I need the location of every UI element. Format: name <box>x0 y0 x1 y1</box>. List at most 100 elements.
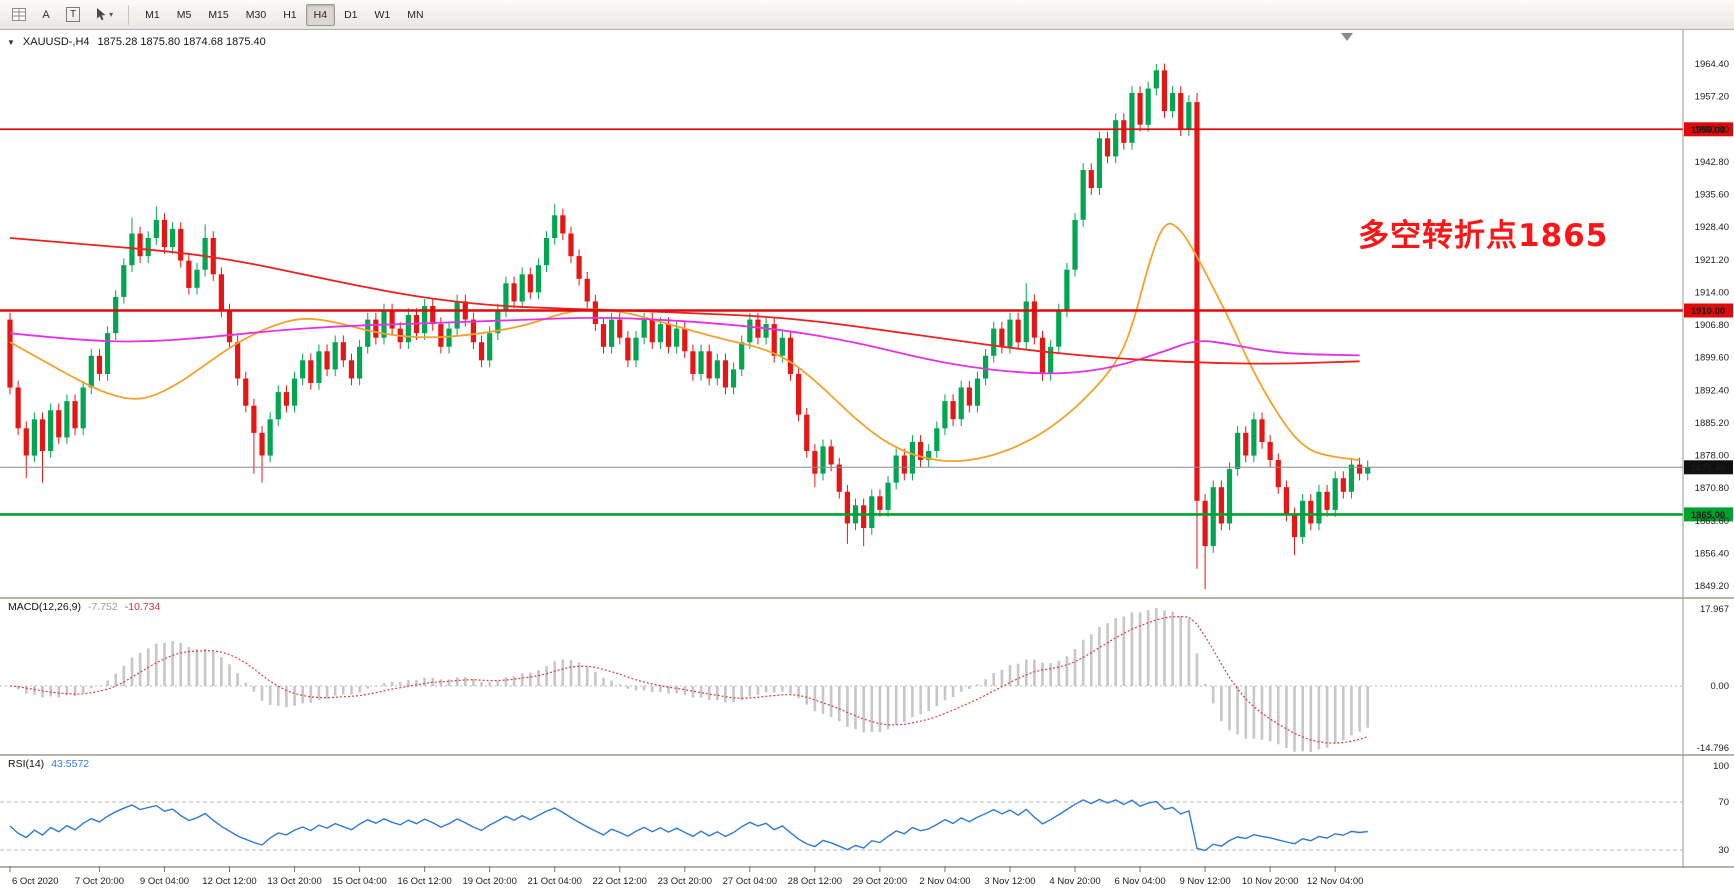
svg-text:9 Nov 12:00: 9 Nov 12:00 <box>1179 876 1230 887</box>
timeframe-button-w1[interactable]: W1 <box>367 4 399 26</box>
chevron-down-icon: ▾ <box>109 10 114 19</box>
chart-shift-marker[interactable] <box>1341 33 1353 41</box>
timeframe-button-m30[interactable]: M30 <box>238 4 274 26</box>
svg-text:29 Oct 20:00: 29 Oct 20:00 <box>853 876 907 887</box>
svg-text:100: 100 <box>1713 761 1729 772</box>
svg-text:1865.00: 1865.00 <box>1691 510 1725 521</box>
ma-fast-orange-line <box>9 222 1360 463</box>
svg-text:1942.80: 1942.80 <box>1695 157 1729 168</box>
svg-text:0.00: 0.00 <box>1711 681 1730 692</box>
svg-text:19 Oct 20:00: 19 Oct 20:00 <box>462 876 516 887</box>
svg-text:6 Nov 04:00: 6 Nov 04:00 <box>1114 876 1165 887</box>
svg-text:10 Nov 20:00: 10 Nov 20:00 <box>1242 876 1299 887</box>
timeframe-button-m1[interactable]: M1 <box>137 4 168 26</box>
timeframe-button-m5[interactable]: M5 <box>169 4 200 26</box>
svg-text:21 Oct 04:00: 21 Oct 04:00 <box>528 876 582 887</box>
svg-text:28 Oct 12:00: 28 Oct 12:00 <box>788 876 842 887</box>
time-axis[interactable]: 6 Oct 2020 7 Oct 20:00 9 Oct 04:00 12 Oct 1… <box>9 866 1364 887</box>
price-badge: 1950.00 <box>1684 122 1733 137</box>
timeframe-button-mn[interactable]: MN <box>399 4 431 26</box>
svg-text:1928.40: 1928.40 <box>1695 222 1729 233</box>
macd-axis[interactable]: 17.967 0.00 -14.796 <box>1697 604 1729 754</box>
svg-text:1878.00: 1878.00 <box>1695 451 1729 462</box>
svg-text:9 Oct 04:00: 9 Oct 04:00 <box>140 876 189 887</box>
chart-annotation: 多空转折点1865 <box>1358 218 1609 254</box>
svg-text:1957.20: 1957.20 <box>1695 92 1729 103</box>
svg-text:17.967: 17.967 <box>1700 604 1729 615</box>
rsi-value: 43.5572 <box>51 758 90 770</box>
cursor-icon <box>97 8 106 21</box>
svg-text:1921.20: 1921.20 <box>1695 255 1729 266</box>
svg-text:1899.60: 1899.60 <box>1695 353 1729 364</box>
rsi-name: RSI(14) <box>8 758 45 770</box>
panel-divider[interactable] <box>0 754 1734 756</box>
svg-text:1870.80: 1870.80 <box>1695 483 1729 494</box>
timeframe-button-h1[interactable]: H1 <box>275 4 304 26</box>
svg-text:16 Oct 12:00: 16 Oct 12:00 <box>397 876 451 887</box>
svg-text:15 Oct 04:00: 15 Oct 04:00 <box>332 876 386 887</box>
text-tool-button[interactable]: T <box>59 4 87 26</box>
svg-text:1950.00: 1950.00 <box>1695 124 1729 135</box>
timeframe-button-m15[interactable]: M15 <box>200 4 236 26</box>
price-badge: 1865.00 <box>1684 507 1733 522</box>
svg-text:6 Oct 2020: 6 Oct 2020 <box>12 876 58 887</box>
grid-icon <box>12 8 26 21</box>
macd-name: MACD(12,26,9) <box>8 601 81 613</box>
svg-text:13 Oct 20:00: 13 Oct 20:00 <box>267 876 321 887</box>
svg-text:1964.40: 1964.40 <box>1695 59 1729 70</box>
svg-text:23 Oct 20:00: 23 Oct 20:00 <box>658 876 712 887</box>
svg-text:12 Oct 12:00: 12 Oct 12:00 <box>202 876 256 887</box>
price-axis[interactable]: 1964.40 1957.20 1950.00 1942.80 1935.60 1928.… <box>1695 59 1729 592</box>
svg-text:1935.60: 1935.60 <box>1695 190 1729 201</box>
toolbar: A T ▾ M1 M5 M15 M30 H1 H4 D1 W1 MN <box>0 0 1734 30</box>
timeframe-toolbar: M1 M5 M15 M30 H1 H4 D1 W1 MN <box>137 3 431 26</box>
svg-text:1885.20: 1885.20 <box>1695 418 1729 429</box>
time-axis-line <box>0 866 1734 868</box>
ma-slow-red-line <box>9 237 1360 365</box>
svg-text:1892.40: 1892.40 <box>1695 385 1729 396</box>
candles-layer <box>7 63 1371 590</box>
annotation-a-button[interactable]: A <box>35 4 57 26</box>
collapse-triangle-icon[interactable]: ▼ <box>7 37 15 47</box>
rsi-axis[interactable]: 100 70 30 <box>1713 761 1729 856</box>
svg-text:1910.00: 1910.00 <box>1691 306 1725 317</box>
svg-text:12 Nov 04:00: 12 Nov 04:00 <box>1307 876 1364 887</box>
macd-label: MACD(12,26,9) -7.752 -10.734 <box>8 601 160 613</box>
svg-text:1856.40: 1856.40 <box>1695 548 1729 559</box>
svg-text:4 Nov 20:00: 4 Nov 20:00 <box>1049 876 1100 887</box>
macd-histogram <box>16 608 1369 752</box>
timeframe-button-d1[interactable]: D1 <box>336 4 365 26</box>
rsi-line <box>9 798 1368 852</box>
toolbar-separator <box>128 4 130 25</box>
price-badge: 1910.00 <box>1684 303 1733 318</box>
svg-text:7 Oct 20:00: 7 Oct 20:00 <box>75 876 124 887</box>
macd-signal-value: -10.734 <box>124 601 161 613</box>
price-badge: 1875.40 <box>1684 460 1733 475</box>
svg-text:1950.00: 1950.00 <box>1691 125 1725 136</box>
svg-text:-14.796: -14.796 <box>1697 743 1729 754</box>
svg-text:1914.00: 1914.00 <box>1695 287 1729 298</box>
symbol-info: ▼ XAUUSD-,H4 1875.28 1875.80 1874.68 187… <box>7 36 266 48</box>
symbol-timeframe-label: XAUUSD-,H4 <box>22 36 90 48</box>
svg-text:27 Oct 04:00: 27 Oct 04:00 <box>723 876 777 887</box>
ma-mid-magenta-line <box>9 316 1360 375</box>
svg-text:3 Nov 12:00: 3 Nov 12:00 <box>984 876 1035 887</box>
tick-chart-icon-button[interactable] <box>5 4 33 26</box>
cursor-tool-button[interactable]: ▾ <box>89 4 120 26</box>
panel-divider[interactable] <box>0 597 1734 599</box>
ohlc-values: 1875.28 1875.80 1874.68 1875.40 <box>97 36 266 48</box>
rsi-label: RSI(14) 43.5572 <box>8 758 89 770</box>
macd-main-value: -7.752 <box>87 601 118 613</box>
svg-text:1863.60: 1863.60 <box>1695 516 1729 527</box>
svg-text:30: 30 <box>1718 845 1729 856</box>
text-tool-label: T <box>66 7 81 22</box>
svg-text:1906.80: 1906.80 <box>1695 320 1729 331</box>
timeframe-button-h4[interactable]: H4 <box>305 3 336 26</box>
svg-text:1875.40: 1875.40 <box>1691 463 1725 474</box>
macd-signal-line <box>9 615 1368 744</box>
svg-text:70: 70 <box>1718 797 1729 808</box>
svg-text:2 Nov 04:00: 2 Nov 04:00 <box>919 876 970 887</box>
svg-text:1849.20: 1849.20 <box>1695 581 1729 592</box>
